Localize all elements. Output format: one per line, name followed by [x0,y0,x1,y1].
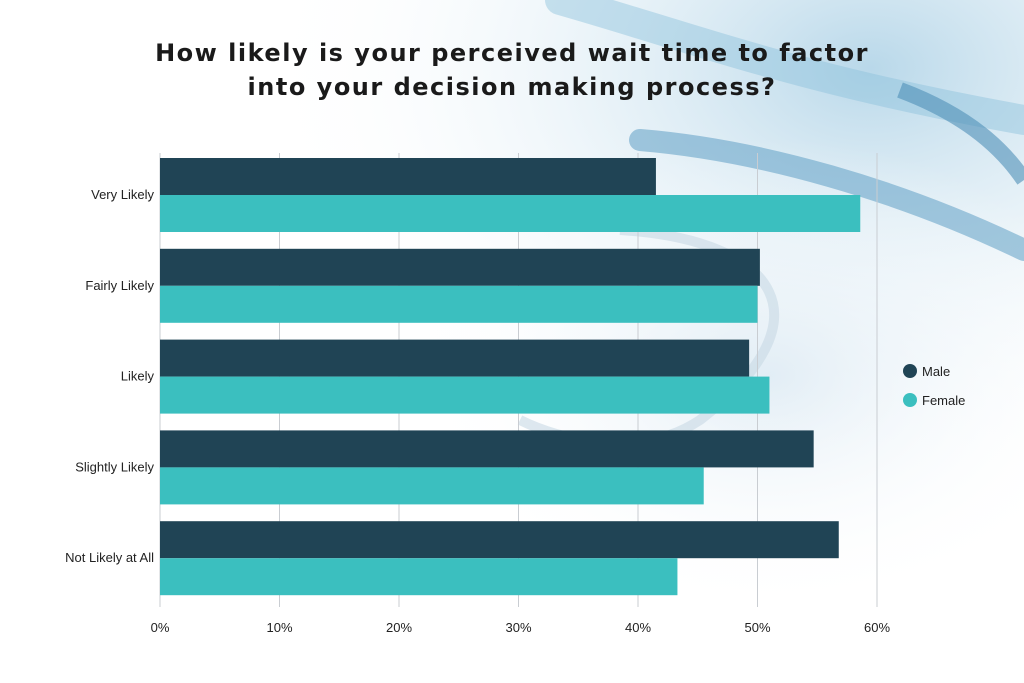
category-label-not-likely-at-all: Not Likely at All [65,550,154,565]
chart-title-line-2: into your decision making process? [247,73,777,101]
x-axis-tick-labels: 0% 10% 20% 30% 40% 50% 60% [151,620,891,635]
x-tick-label-40: 40% [625,620,651,635]
category-label-slightly-likely: Slightly Likely [75,459,154,474]
chart-title: How likely is your perceived wait time t… [0,36,1024,104]
bar-male-slightly-likely [160,430,814,468]
chart-title-line-1: How likely is your perceived wait time t… [155,39,869,67]
legend: Male Female [903,364,965,408]
category-labels: Very Likely Fairly Likely Likely Slightly L… [65,187,154,565]
x-tick-label-0: 0% [151,620,170,635]
x-tick-label-10: 10% [266,620,292,635]
bars [160,158,861,596]
x-tick-label-30: 30% [505,620,531,635]
x-tick-label-20: 20% [386,620,412,635]
bar-male-likely [160,339,750,377]
category-label-fairly-likely: Fairly Likely [85,278,154,293]
category-label-very-likely: Very Likely [91,187,154,202]
bar-female-slightly-likely [160,467,704,505]
bar-male-not-likely-at-all [160,521,839,559]
bar-male-very-likely [160,158,656,195]
legend-marker-female [903,393,917,407]
legend-label-male: Male [922,364,950,379]
bar-female-fairly-likely [160,285,758,323]
legend-marker-male [903,364,917,378]
bar-female-likely [160,376,770,414]
category-label-likely: Likely [121,369,155,384]
x-tick-label-60: 60% [864,620,890,635]
bar-female-not-likely-at-all [160,558,678,596]
bar-female-very-likely [160,195,861,232]
legend-label-female: Female [922,393,965,408]
bar-male-fairly-likely [160,248,760,286]
x-tick-label-50: 50% [744,620,770,635]
